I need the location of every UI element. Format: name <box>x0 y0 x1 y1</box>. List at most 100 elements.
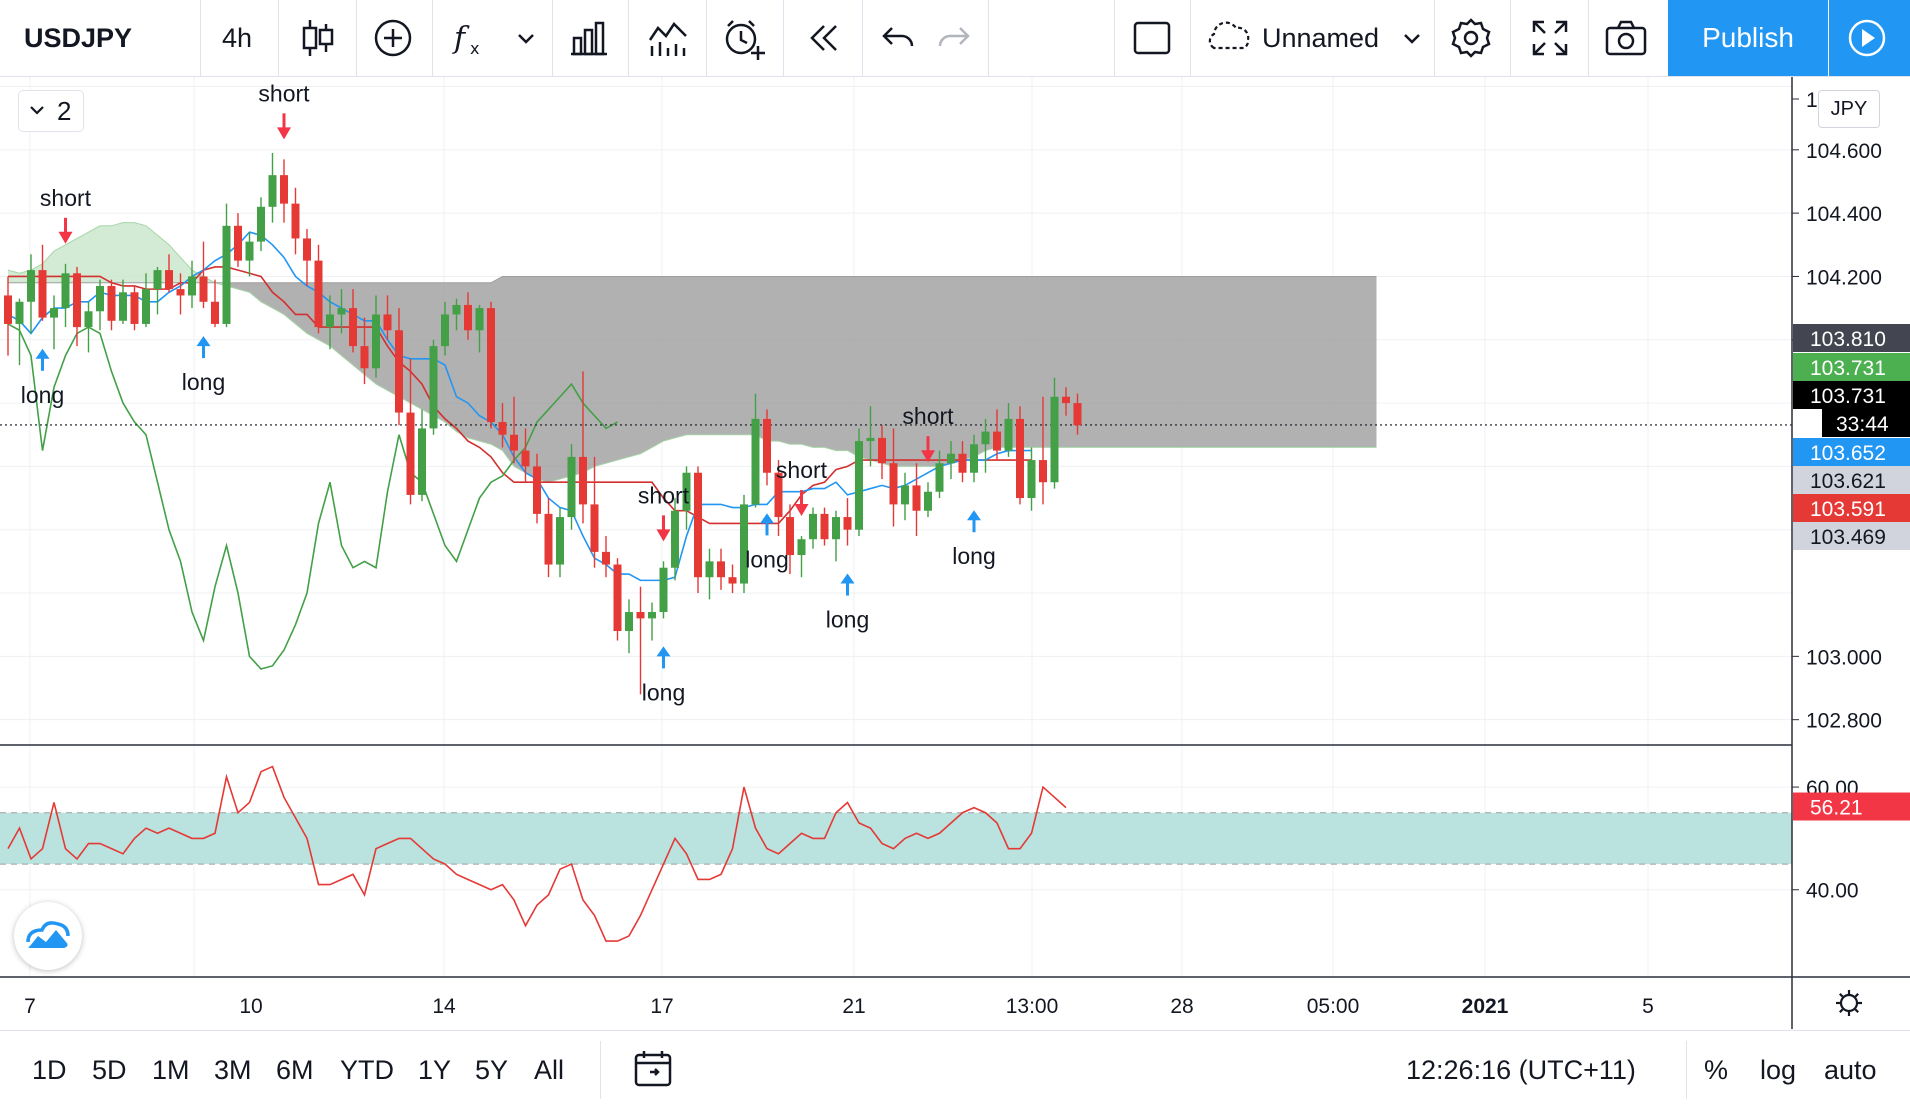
price-badge-label: 103.621 <box>1810 470 1886 493</box>
candle-body <box>797 539 806 556</box>
cloud-segment <box>1342 276 1354 448</box>
bar-pattern-icon[interactable] <box>644 14 692 62</box>
toolbar-separator <box>600 1041 601 1099</box>
cloud-segment <box>111 222 123 283</box>
camera-icon[interactable] <box>1602 14 1650 62</box>
time-tick-label: 05:00 <box>1307 995 1360 1018</box>
axes: 104.600104.400104.200104.000102.8001103.… <box>0 77 1910 1029</box>
chevron-down-icon[interactable] <box>1394 14 1430 62</box>
chart-settings-icon <box>1839 993 1859 1013</box>
percent-toggle[interactable]: % <box>1704 1055 1729 1085</box>
cloud-segment <box>1238 276 1250 448</box>
cloud-segment <box>801 276 813 448</box>
undo-icon[interactable] <box>874 14 922 62</box>
range-button-5y[interactable]: 5Y <box>475 1055 509 1085</box>
cloud-segment <box>1158 276 1170 448</box>
short-arrow-icon <box>921 450 935 463</box>
cloud-segment <box>859 276 871 461</box>
price-badge-label: 103.591 <box>1810 498 1886 521</box>
range-button-ytd[interactable]: YTD <box>340 1055 394 1085</box>
candle-body <box>498 422 507 435</box>
candle-body <box>360 346 369 369</box>
candles-icon[interactable] <box>293 14 341 62</box>
cloud-segment <box>571 276 583 476</box>
toolbar-separator <box>200 0 201 76</box>
cloud-segment <box>1227 276 1239 448</box>
signal-label: long <box>952 543 995 569</box>
cloud-segment <box>1135 276 1147 448</box>
candle-body <box>924 491 932 511</box>
gear-icon[interactable] <box>1447 14 1495 62</box>
signal-label: short <box>40 185 92 211</box>
play-button[interactable] <box>1829 0 1910 76</box>
cloud-segment <box>123 222 135 283</box>
cloud-segment <box>1307 276 1319 448</box>
interval-button[interactable]: 4h <box>222 23 253 53</box>
cloud-segment <box>640 276 652 454</box>
candle-body <box>268 175 277 207</box>
cloud-segment <box>721 276 733 435</box>
range-button-1d[interactable]: 1D <box>32 1055 67 1085</box>
cloud-segment <box>1250 276 1262 448</box>
candle-body <box>119 292 127 321</box>
symbol-search-button[interactable]: USDJPY <box>24 23 133 53</box>
chikou-line <box>7 323 618 670</box>
cloud-segment <box>1123 276 1135 448</box>
cloud-segment <box>882 276 894 467</box>
range-button-1y[interactable]: 1Y <box>418 1055 452 1085</box>
price-tick-label: 104.600 <box>1806 140 1882 163</box>
tradingview-logo[interactable] <box>14 902 82 970</box>
time-tick-label: 17 <box>650 995 673 1018</box>
candle-body <box>636 612 645 619</box>
range-button-5d[interactable]: 5D <box>92 1055 127 1085</box>
publish-button[interactable]: Publish <box>1668 0 1828 76</box>
candle-body <box>487 308 495 423</box>
range-button-3m[interactable]: 3M <box>214 1055 252 1085</box>
chevron-down-icon[interactable] <box>508 14 544 62</box>
countdown-label: 33:44 <box>1836 413 1889 436</box>
layout-name[interactable]: Unnamed <box>1262 23 1380 53</box>
price-badge <box>1793 381 1910 409</box>
expand-icon[interactable] <box>1526 14 1574 62</box>
cloud-segment <box>997 276 1009 448</box>
chart-area[interactable]: long short long short long short long short long… <box>0 77 1910 1029</box>
cloud-segment <box>146 225 158 283</box>
cloud-segment <box>1031 276 1043 448</box>
candle-body <box>567 456 576 518</box>
replay-icon[interactable] <box>800 14 848 62</box>
candle-body <box>349 308 357 347</box>
time-tick-label: 5 <box>1642 995 1654 1018</box>
short-arrow-icon <box>58 231 73 244</box>
currency-label[interactable]: JPY <box>1818 90 1880 128</box>
log-toggle[interactable]: log <box>1760 1055 1797 1085</box>
range-button-all[interactable]: All <box>534 1055 565 1085</box>
chart-settings-icon <box>1854 1008 1859 1013</box>
alarm-add-icon[interactable] <box>720 14 768 62</box>
cloud-segment <box>1204 276 1216 448</box>
cloud-segment <box>1353 276 1365 448</box>
compare-bars-icon[interactable] <box>565 14 613 62</box>
candle-body <box>855 441 863 530</box>
legend-toggle[interactable]: 2 <box>18 90 84 132</box>
range-button-1m[interactable]: 1M <box>152 1055 190 1085</box>
clock[interactable]: 12:26:16 (UTC+11) <box>1406 1055 1636 1085</box>
candle-body <box>521 450 530 467</box>
cloud-segment <box>606 276 618 464</box>
toolbar-separator <box>1434 0 1435 76</box>
add-indicator-icon[interactable] <box>369 14 417 62</box>
cloud-segment <box>824 276 836 451</box>
price-tick-label: 104.200 <box>1806 266 1882 289</box>
cloud-segment <box>675 276 687 438</box>
fullscreen-square-icon[interactable] <box>1128 14 1176 62</box>
range-button-6m[interactable]: 6M <box>276 1055 314 1085</box>
auto-toggle[interactable]: auto <box>1824 1055 1877 1085</box>
goto-date-icon[interactable] <box>630 1046 678 1094</box>
redo-icon[interactable] <box>930 14 978 62</box>
signal-label: long <box>182 369 225 395</box>
toolbar-separator <box>552 0 553 76</box>
play-icon <box>1848 19 1886 57</box>
candle-body <box>211 301 219 324</box>
signal-label: short <box>258 80 310 106</box>
cloud-icon[interactable] <box>1202 14 1250 62</box>
